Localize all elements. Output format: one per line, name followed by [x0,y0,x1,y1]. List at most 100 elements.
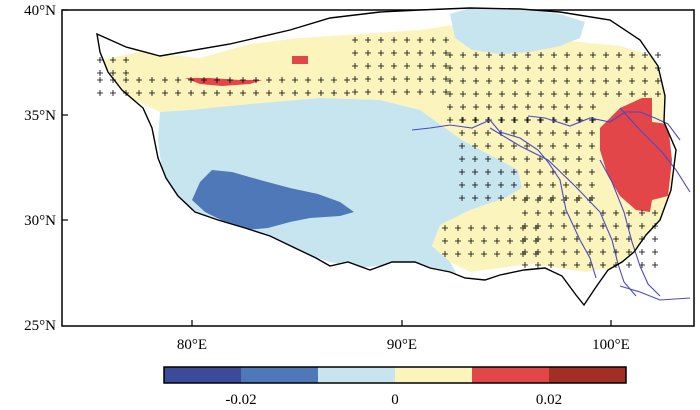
significance-cross [430,63,436,69]
significance-cross [533,238,539,244]
significance-cross [600,223,606,229]
significance-cross [576,156,582,162]
significance-cross [378,76,384,82]
significance-cross [97,77,103,83]
significance-cross [498,169,504,175]
significance-cross [524,156,530,162]
significance-cross [511,156,517,162]
significance-cross [430,76,436,82]
significance-cross [652,262,658,268]
significance-cross [590,65,596,71]
significance-cross [417,76,423,82]
significance-cross [548,210,554,216]
significance-cross [522,262,528,268]
significance-cross [590,104,596,110]
significance-cross [485,156,491,162]
significance-cross [520,238,526,244]
significance-cross [574,262,580,268]
significance-cross [548,262,554,268]
significance-cross [512,52,518,58]
significance-cross [417,63,423,69]
significance-cross [626,223,632,229]
significance-cross [642,65,648,71]
significance-cross [481,251,487,257]
significance-cross [537,182,543,188]
significance-cross [511,143,517,149]
significance-cross [352,89,358,95]
significance-cross [404,76,410,82]
significance-cross [538,52,544,58]
significance-cross [417,89,423,95]
significance-cross [563,182,569,188]
significance-cross [537,143,543,149]
significance-cross [188,77,194,83]
significance-cross [481,225,487,231]
significance-cross [574,197,580,203]
significance-cross [468,251,474,257]
significance-cross [511,195,517,201]
significance-cross [655,91,661,97]
significance-cross [227,77,233,83]
significance-cross [590,78,596,84]
significance-cross [603,78,609,84]
significance-cross [520,251,526,257]
significance-cross [481,238,487,244]
significance-cross [494,238,500,244]
significance-cross [537,117,543,123]
significance-cross [498,143,504,149]
significance-cross [459,182,465,188]
significance-cross [589,130,595,136]
significance-cross [525,65,531,71]
lat-label-40: 40°N [24,3,56,19]
significance-cross [455,238,461,244]
significance-cross [576,182,582,188]
significance-cross [550,156,556,162]
lat-label-30: 30°N [24,213,56,229]
significance-cross [577,52,583,58]
significance-cross [525,104,531,110]
significance-cross [574,249,580,255]
colorbar-frame [163,366,627,384]
significance-cross [110,70,116,76]
significance-cross [590,52,596,58]
significance-cross [486,52,492,58]
significance-cross [507,251,513,257]
significance-cross [538,78,544,84]
significance-cross [486,78,492,84]
significance-cross [404,63,410,69]
colorbar: -0.02 0 0.02 [163,366,627,408]
significance-cross [175,90,181,96]
significance-cross [460,104,466,110]
colorbar-segment-4 [472,367,549,383]
significance-cross [524,143,530,149]
significance-cross [201,90,207,96]
significance-cross [305,90,311,96]
significance-cross [616,91,622,97]
colorbar-label-neg: -0.02 [225,392,256,408]
significance-cross [499,91,505,97]
significance-cross [629,91,635,97]
significance-cross [378,89,384,95]
significance-cross [576,143,582,149]
significance-cross [587,236,593,242]
significance-cross [473,104,479,110]
significance-cross [485,195,491,201]
significance-cross [227,90,233,96]
significance-cross [563,130,569,136]
significance-cross [564,91,570,97]
significance-cross [603,52,609,58]
significance-cross [587,249,593,255]
significance-cross [551,91,557,97]
significance-cross [613,210,619,216]
significance-cross [639,210,645,216]
significance-cross [613,236,619,242]
significance-cross [563,169,569,175]
significance-cross [616,78,622,84]
significance-cross [507,238,513,244]
significance-cross [266,90,272,96]
significance-cross [473,52,479,58]
significance-cross [494,251,500,257]
significance-cross [652,210,658,216]
significance-cross [378,50,384,56]
significance-cross [551,78,557,84]
